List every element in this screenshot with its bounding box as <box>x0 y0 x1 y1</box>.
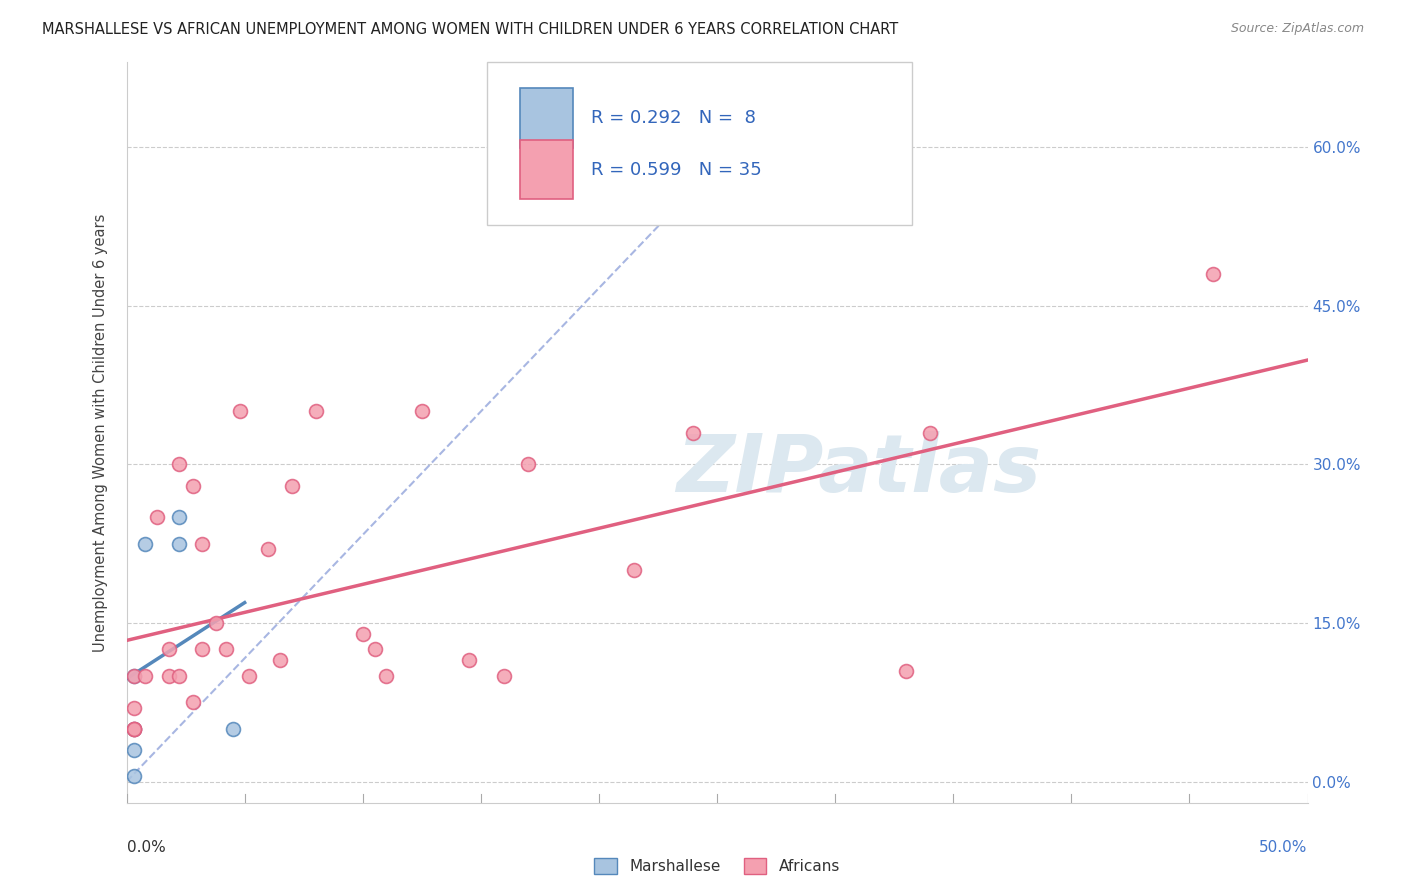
Point <box>238 669 260 683</box>
Point <box>257 541 280 556</box>
Point <box>269 653 291 667</box>
Point <box>167 510 190 524</box>
Point <box>122 669 145 683</box>
Point <box>157 642 180 657</box>
Text: R = 0.292   N =  8: R = 0.292 N = 8 <box>591 109 755 127</box>
Text: MARSHALLESE VS AFRICAN UNEMPLOYMENT AMONG WOMEN WITH CHILDREN UNDER 6 YEARS CORR: MARSHALLESE VS AFRICAN UNEMPLOYMENT AMON… <box>42 22 898 37</box>
Text: Source: ZipAtlas.com: Source: ZipAtlas.com <box>1230 22 1364 36</box>
Point <box>181 478 204 492</box>
Point <box>363 642 385 657</box>
Point <box>122 669 145 683</box>
Point <box>122 722 145 736</box>
Point <box>122 722 145 736</box>
Point <box>215 642 238 657</box>
Y-axis label: Unemployment Among Women with Children Under 6 years: Unemployment Among Women with Children U… <box>93 213 108 652</box>
Point <box>304 404 326 418</box>
Point <box>167 536 190 550</box>
Point <box>167 669 190 683</box>
FancyBboxPatch shape <box>520 140 574 200</box>
Point <box>458 653 481 667</box>
Point <box>1202 267 1225 281</box>
Point <box>134 669 156 683</box>
Text: 0.0%: 0.0% <box>127 840 166 855</box>
Text: ZIPatlas: ZIPatlas <box>676 431 1042 508</box>
Point <box>146 510 169 524</box>
Point <box>122 722 145 736</box>
Point <box>375 669 398 683</box>
Point <box>222 722 245 736</box>
Point <box>122 700 145 714</box>
Point <box>352 626 374 640</box>
FancyBboxPatch shape <box>520 88 574 147</box>
Point <box>191 642 214 657</box>
Text: R = 0.599   N = 35: R = 0.599 N = 35 <box>591 161 762 178</box>
Legend: Marshallese, Africans: Marshallese, Africans <box>588 852 846 880</box>
Point <box>205 615 228 630</box>
Point <box>894 664 917 678</box>
Text: 50.0%: 50.0% <box>1260 840 1308 855</box>
Point <box>517 458 540 472</box>
Point <box>623 563 645 577</box>
Point <box>918 425 941 440</box>
Point <box>281 478 304 492</box>
Point <box>122 743 145 757</box>
Point <box>191 536 214 550</box>
Point <box>134 536 156 550</box>
Point <box>181 695 204 709</box>
Point <box>682 425 704 440</box>
Point <box>229 404 252 418</box>
Point <box>167 458 190 472</box>
Point <box>411 404 433 418</box>
Point <box>157 669 180 683</box>
Point <box>494 669 516 683</box>
FancyBboxPatch shape <box>486 62 912 226</box>
Point <box>122 722 145 736</box>
Point <box>122 769 145 783</box>
